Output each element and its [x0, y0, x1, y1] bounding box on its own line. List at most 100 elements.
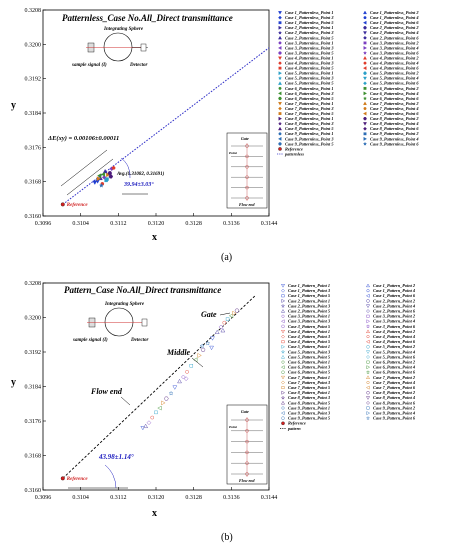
legend-marker [363, 56, 367, 60]
inset-lines [231, 417, 263, 477]
legend-label: Case 2_Patternless_Point 6 [370, 35, 419, 40]
legend-label: Case 4_Patternless_Point 3 [285, 61, 334, 66]
middle-label: Middle [166, 348, 191, 357]
legend-label: Case 2_Patternless_Point 3 [285, 30, 334, 35]
legend-marker [281, 314, 285, 318]
x-tick-label: 0.3096 [35, 221, 52, 227]
y-tick-label: 0.3184 [25, 385, 42, 391]
legend-marker [366, 345, 370, 349]
legend-marker [278, 96, 282, 101]
legend-marker [277, 76, 283, 80]
legend-label: Case 3_Pattern_Point 3 [288, 319, 331, 324]
data-point [199, 343, 205, 349]
legend-marker [363, 16, 367, 20]
data-point [197, 353, 202, 358]
sphere-circle [104, 307, 134, 337]
legend-marker [281, 400, 285, 405]
inset-point-label: Point [229, 425, 238, 429]
legend-marker [362, 96, 368, 101]
legend-label: Case 5_Pattern_Point 4 [373, 349, 416, 354]
legend-marker [363, 35, 367, 40]
gate-label: Gate [201, 310, 217, 319]
legend-marker [366, 360, 370, 364]
legend-label: Case 8_Pattern_Point 5 [288, 400, 331, 405]
delta-bracket [60, 149, 108, 187]
legend-marker [280, 319, 285, 324]
legend-label: Case 6_Patternless_Point 3 [285, 91, 334, 96]
legend-label: Case 4_Pattern_Point 6 [373, 339, 416, 344]
legend-marker [278, 11, 282, 15]
legend-label: Case 1_Pattern_Point 6 [373, 293, 416, 298]
legend-label: Case 2_Patternless_Point 4 [370, 30, 419, 35]
legend-marker [363, 26, 367, 30]
y-tick-label: 0.3192 [25, 350, 42, 356]
data-point [92, 180, 98, 185]
data-point [164, 396, 169, 401]
legend-marker [278, 102, 282, 106]
angle-arc [120, 157, 131, 179]
legend-label: Case 9_Pattern_Point 6 [373, 416, 416, 421]
sphere-label: Integrating Sphere [104, 302, 145, 307]
legend-label: Case 8_Patternless_Point 3 [285, 121, 334, 126]
legend-label: Case 5_Pattern_Point 1 [288, 344, 330, 349]
legend-marker [366, 375, 370, 379]
legend-marker [278, 66, 282, 70]
legend-label: Case 7_Pattern_Point 1 [288, 375, 330, 380]
legend-label: Case 1_Pattern_Point 5 [288, 293, 331, 298]
inset-gate-label: Gate [241, 136, 249, 141]
legend-label: Case 6_Pattern_Point 1 [288, 360, 330, 365]
legend-marker [281, 370, 285, 374]
legend-marker [366, 299, 370, 303]
data-point [157, 405, 162, 411]
legend-marker [362, 66, 367, 71]
legend-label: Case 4_Patternless_Point 4 [370, 61, 419, 66]
legend-label: Case 9_Patternless_Point 1 [285, 131, 333, 136]
legend-label: Case 3_Pattern_Point 2 [373, 314, 416, 319]
legend-label: Case 5_Pattern_Point 6 [373, 354, 416, 359]
inset-gate-label: Gate [241, 409, 249, 414]
legend-marker [363, 76, 367, 81]
data-point [200, 347, 206, 352]
legend-marker [280, 365, 285, 370]
legend-marker [365, 370, 371, 375]
legend-marker [366, 314, 370, 318]
x-tick-label: 0.3128 [185, 495, 202, 501]
legend-label: Case 1_Patternless_Point 3 [285, 15, 334, 20]
y-tick-label: 0.3184 [25, 111, 42, 117]
legend-label: Case 3_Patternless_Point 2 [370, 40, 419, 45]
data-point [185, 370, 189, 374]
panel-a: Patternless_Case No.All_Direct transmitt… [11, 8, 419, 263]
legend-marker [281, 294, 285, 298]
caption: (b) [221, 532, 233, 543]
legend-marker [281, 324, 285, 328]
detector-label: Detector [129, 63, 148, 68]
legend-label: Case 3_Patternless_Point 6 [370, 50, 419, 55]
legend-label: Case 8_Pattern_Point 1 [288, 390, 330, 395]
x-tick-label: 0.3136 [223, 221, 240, 227]
data-point [101, 175, 107, 180]
legend: Case 1_Patternless_Point 1 Case 1_Pattern… [277, 10, 419, 156]
x-tick-label: 0.3120 [148, 495, 165, 501]
data-point [234, 308, 240, 313]
flow-inset: Gate Point Flow end [226, 132, 268, 209]
data-point [100, 172, 106, 177]
legend-label: Case 8_Pattern_Point 6 [373, 400, 416, 405]
legend-marker [281, 386, 285, 389]
legend-label: Case 6_Pattern_Point 4 [373, 365, 416, 370]
data-point [111, 166, 116, 170]
legend-label: Case 2_Pattern_Point 1 [288, 298, 330, 303]
x-tick-label: 0.3136 [223, 495, 240, 501]
legend-marker [366, 401, 370, 405]
legend-marker [366, 309, 370, 313]
data-point [102, 168, 108, 174]
legend-marker [366, 381, 370, 384]
legend-marker [278, 81, 282, 85]
sphere-schematic: Integrating Sphere sample signal (I) Det… [72, 302, 149, 343]
legend-label: Case 5_Pattern_Point 5 [288, 354, 331, 359]
legend-label: Case 1_Patternless_Point 6 [370, 20, 419, 25]
legend-marker [278, 35, 282, 40]
legend-label: Case 9_Patternless_Point 6 [370, 141, 419, 146]
signal-label: sample signal (I) [72, 338, 108, 343]
signal-label: sample signal (I) [71, 63, 107, 68]
